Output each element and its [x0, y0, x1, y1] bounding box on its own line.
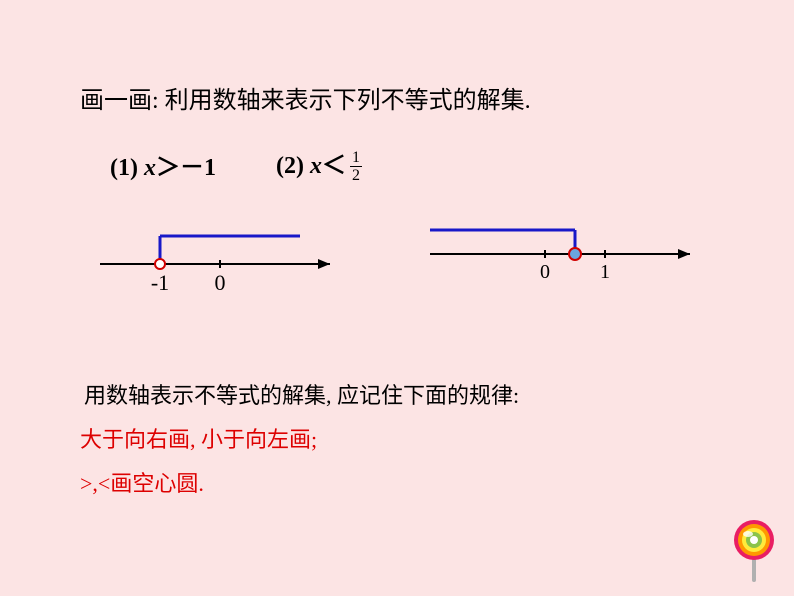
- numberline-1: -1 0: [100, 224, 350, 304]
- eq2-var: x: [310, 153, 322, 179]
- eq2-frac-num: 1: [350, 150, 362, 167]
- rules-block: 用数轴表示不等式的解集, 应记住下面的规律: 大于向右画, 小于向左画; >,<…: [80, 374, 724, 506]
- rules-line-1: 用数轴表示不等式的解集, 应记住下面的规律:: [84, 374, 724, 418]
- equation-2: (2) x＜12: [276, 145, 362, 184]
- eq1-op: ＞－1: [156, 155, 216, 181]
- page-title: 画一画: 利用数轴来表示下列不等式的解集.: [80, 80, 724, 115]
- svg-text:-1: -1: [151, 270, 169, 295]
- numberline-2-svg: 01: [430, 224, 710, 294]
- eq1-var: x: [144, 155, 156, 181]
- eq2-fraction: 12: [350, 150, 362, 184]
- eq2-op: ＜: [322, 153, 346, 179]
- eq2-frac-den: 2: [350, 167, 362, 184]
- eq2-label: (2): [276, 153, 310, 179]
- numberlines-row: -10 01: [100, 224, 724, 304]
- svg-text:0: 0: [215, 270, 226, 295]
- eq1-label: (1): [110, 155, 144, 181]
- equations-row: (1) x＞－1 (2) x＜12: [110, 145, 724, 184]
- rules-line-2: 大于向右画, 小于向左画;: [80, 418, 724, 462]
- numberline-1-svg: -1 0: [100, 224, 350, 304]
- rules-line-3: >,<画空心圆.: [80, 462, 724, 506]
- lollipop-icon: [722, 514, 782, 584]
- svg-text:1: 1: [600, 261, 610, 283]
- numberline-2: 01: [430, 224, 710, 304]
- svg-text:0: 0: [540, 261, 550, 283]
- equation-1: (1) x＞－1: [110, 147, 216, 182]
